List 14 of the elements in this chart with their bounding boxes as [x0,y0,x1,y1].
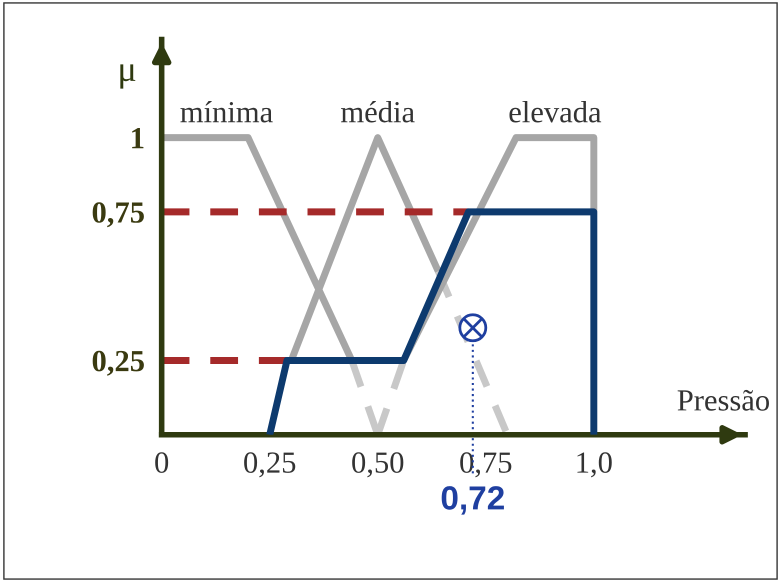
y-tick-label: 1 [132,128,144,148]
x-tick-label: 0,75 [460,452,512,478]
y-tick-label: 0,25 [92,350,144,376]
y-tick-label: 0,75 [92,202,144,228]
series-label: elevada [509,101,602,123]
x-axis-title: Pressão [678,390,769,411]
ref-line-label: 0,72 [442,486,504,515]
x-tick-label: 0,25 [244,452,296,478]
series-label: média [341,100,415,123]
x-tick-label: 0,50 [352,452,404,478]
x-tick-label: 1,0 [577,452,612,478]
x-tick-label: 0 [155,452,168,473]
y-axis-title: μ [120,64,136,89]
series-label: mínima [180,100,273,123]
